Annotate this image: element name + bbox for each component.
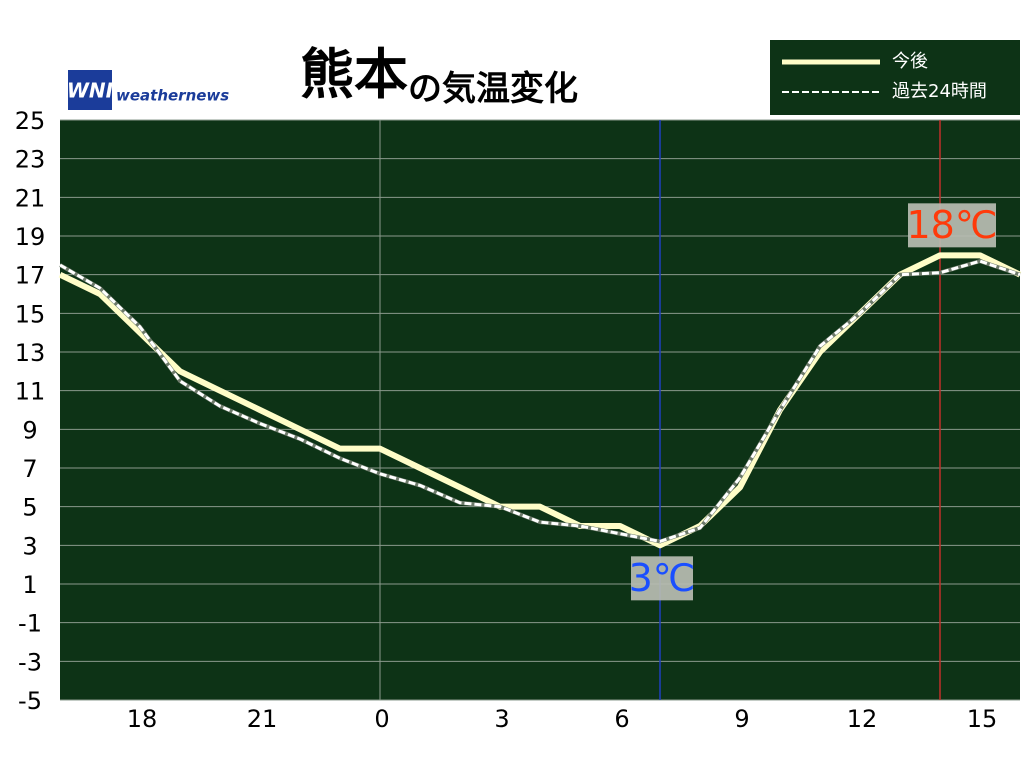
logo: WNI weathernews xyxy=(67,70,229,110)
x-tick-label: 6 xyxy=(614,705,629,733)
x-tick-label: 15 xyxy=(967,705,998,733)
y-tick-label: 5 xyxy=(22,494,37,522)
x-tick-label: 0 xyxy=(374,705,389,733)
y-tick-label: 23 xyxy=(15,146,46,174)
y-tick-label: 15 xyxy=(15,300,46,328)
x-tick-label: 12 xyxy=(847,705,878,733)
annotation-box xyxy=(631,556,693,601)
brand: weathernews xyxy=(116,87,229,105)
logo-box xyxy=(68,70,112,110)
x-tick-label: 18 xyxy=(127,705,158,733)
logo-text: WNI xyxy=(67,79,114,103)
y-tick-label: 21 xyxy=(15,184,46,212)
annotation-label: 3℃ xyxy=(629,556,696,600)
title-place: 熊本 xyxy=(300,43,408,106)
plot-area xyxy=(60,120,1020,700)
legend-box xyxy=(770,40,1020,115)
y-tick-label: 7 xyxy=(22,455,37,483)
x-tick-label: 9 xyxy=(734,705,749,733)
y-tick-label: 11 xyxy=(15,378,46,406)
y-tick-label: 17 xyxy=(15,262,46,290)
annotation-box xyxy=(908,203,996,248)
legend-label: 過去24時間 xyxy=(892,81,987,102)
y-tick-label: 19 xyxy=(15,223,46,251)
legend-label: 今後 xyxy=(892,51,928,72)
y-tick-label: 13 xyxy=(15,339,46,367)
x-tick-label: 3 xyxy=(494,705,509,733)
title-rest: の気温変化 xyxy=(408,69,578,109)
y-tick-label: 25 xyxy=(15,107,46,135)
y-tick-label: -1 xyxy=(18,610,42,638)
annotation-label: 18℃ xyxy=(906,203,997,247)
chart-title: 熊本の気温変化 xyxy=(300,43,578,109)
x-tick-label: 21 xyxy=(247,705,278,733)
series-line xyxy=(59,259,1021,543)
y-tick-label: 3 xyxy=(22,532,37,560)
y-tick-label: 1 xyxy=(22,571,37,599)
y-tick-label: 9 xyxy=(22,416,37,444)
y-tick-label: -5 xyxy=(18,687,42,715)
y-tick-label: -3 xyxy=(18,648,42,676)
